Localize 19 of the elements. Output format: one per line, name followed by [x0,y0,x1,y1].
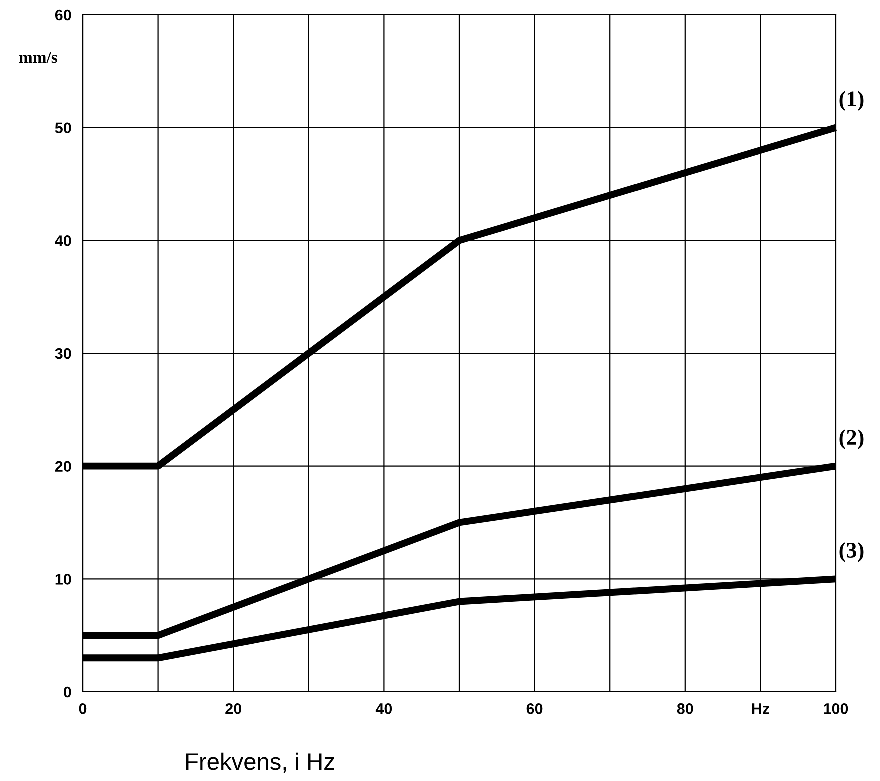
series-label: (1) [840,91,864,112]
x-tick-label: 0 [79,704,87,714]
x-tick-label: 60 [526,704,543,714]
x-tick-label: Hz [752,704,770,714]
x-axis-title: Frekvens, i Hz [186,752,334,774]
series-label: (3) [840,542,864,562]
y-tick-label: 10 [56,574,72,585]
y-tick-label: 30 [55,348,72,360]
y-tick-label: 40 [55,236,72,246]
x-tick-label: 100 [824,704,848,714]
y-tick-label: 0 [64,686,72,698]
x-tick-label: 20 [226,704,242,714]
x-tick-label: 40 [376,704,392,714]
y-tick-label: 60 [55,10,72,21]
series-label: (2) [840,430,864,450]
y-tick-label: 20 [55,461,72,472]
y-axis-title: mm/s [19,52,58,64]
y-tick-label: 50 [55,122,72,134]
x-tick-label: 80 [677,704,694,714]
